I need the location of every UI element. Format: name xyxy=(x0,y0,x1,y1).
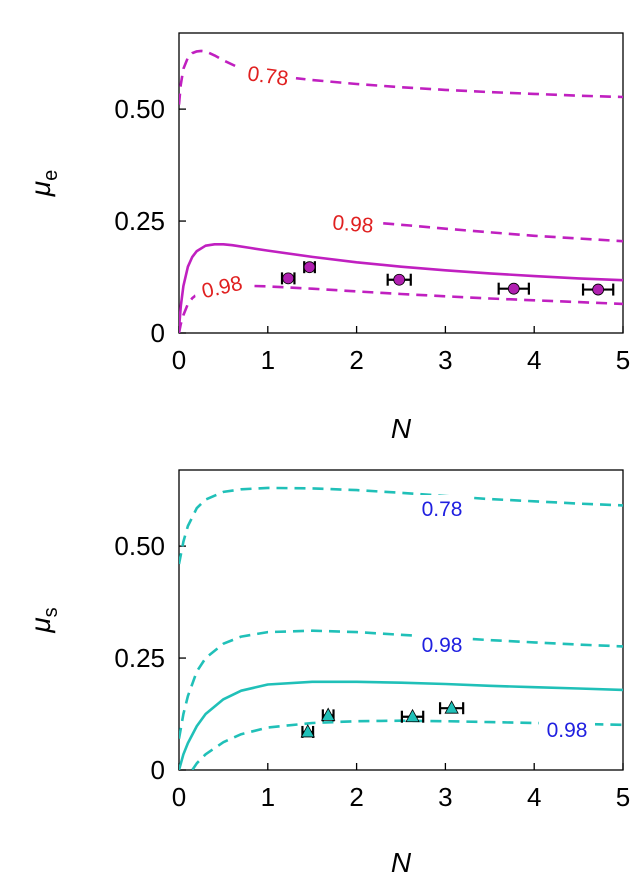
x-tick-label: 2 xyxy=(349,782,363,812)
data-point xyxy=(507,282,520,295)
y-axis-symbol: μ xyxy=(25,617,56,633)
y-axis-subscript: e xyxy=(40,170,62,181)
x-tick-label: 2 xyxy=(349,345,363,375)
y-axis-subscript: s xyxy=(40,607,62,617)
dashed-curve xyxy=(191,719,623,770)
dashed-curve xyxy=(179,49,623,105)
curve-label-bg xyxy=(539,716,595,740)
y-axis-label: μs xyxy=(25,607,62,633)
plot-frame xyxy=(178,469,624,771)
dashed-curve xyxy=(179,288,211,333)
y-tick-label: 0.50 xyxy=(114,531,165,561)
x-tick-label: 5 xyxy=(616,782,630,812)
data-point xyxy=(405,708,420,723)
curve-label: 0.98 xyxy=(422,634,463,657)
curve-label-bg xyxy=(324,207,383,237)
dashed-curve xyxy=(179,486,623,565)
x-tick-label: 1 xyxy=(261,345,275,375)
x-tick-label: 0 xyxy=(172,782,186,812)
x-tick-label: 5 xyxy=(616,345,630,375)
solid-curve xyxy=(179,243,623,329)
solid-curve xyxy=(179,680,623,770)
x-tick-label: 4 xyxy=(527,345,541,375)
x-tick-label: 0 xyxy=(172,345,186,375)
x-tick-label: 1 xyxy=(261,782,275,812)
plot-frame xyxy=(178,32,624,334)
x-axis-label: N xyxy=(391,413,412,444)
data-point xyxy=(393,273,406,286)
curve-label: 0.98 xyxy=(547,719,588,742)
curve-label-bg xyxy=(191,267,252,304)
dashed-curve xyxy=(179,629,623,739)
curve-label-bg xyxy=(414,631,470,655)
y-axis-symbol: μ xyxy=(25,181,56,197)
x-axis-label: N xyxy=(391,847,412,878)
y-tick-label: 0.50 xyxy=(114,94,165,124)
dashed-curve xyxy=(383,222,623,243)
x-tick-label: 3 xyxy=(438,345,452,375)
curve-label: 0.78 xyxy=(422,498,463,521)
y-axis-label: μe xyxy=(25,170,62,197)
y-tick-label: 0 xyxy=(151,755,165,785)
data-point xyxy=(592,283,605,296)
y-tick-label: 0 xyxy=(151,318,165,348)
y-tick-label: 0.25 xyxy=(114,643,165,673)
x-tick-label: 3 xyxy=(438,782,452,812)
curve-label: 0.78 xyxy=(246,62,290,90)
data-point xyxy=(303,261,316,274)
data-point xyxy=(282,272,295,285)
bottom-panel: 0 1 2 3 4 5 0 0.25 0.50 Nμs 0.78 0.98 0.98 xyxy=(25,469,630,878)
y-tick-label: 0.25 xyxy=(114,206,165,236)
curve-label: 0.98 xyxy=(332,211,375,237)
dashed-curve xyxy=(254,284,623,306)
data-point xyxy=(321,707,336,721)
data-point xyxy=(300,724,315,738)
data-point xyxy=(444,700,459,714)
curve-label-bg xyxy=(414,495,470,519)
curve-label-bg xyxy=(238,58,298,90)
x-tick-label: 4 xyxy=(527,782,541,812)
